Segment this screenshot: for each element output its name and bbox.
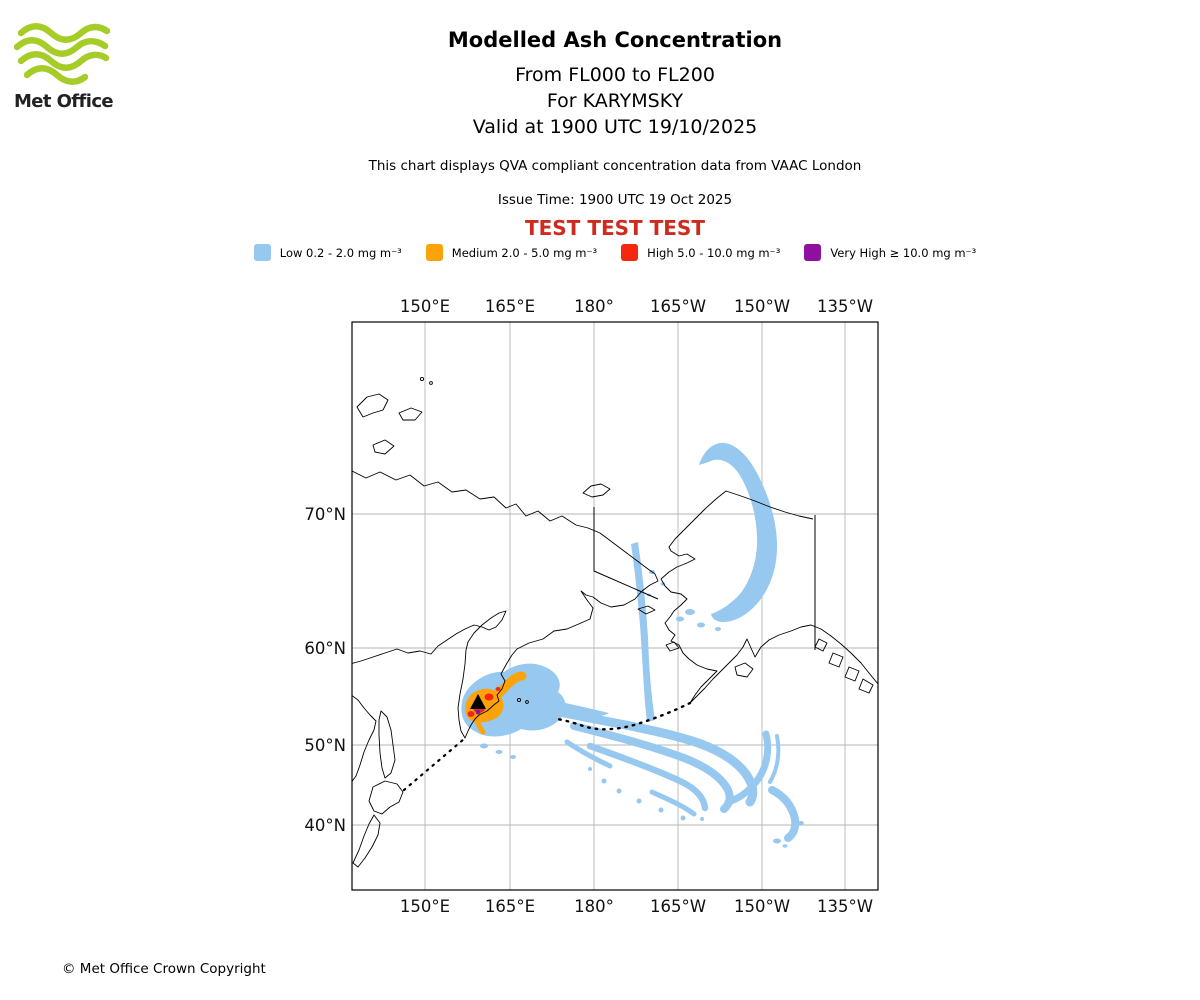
- volcano-triangle-icon: [470, 694, 486, 709]
- x-tick-label: 180°: [574, 897, 614, 916]
- graticule: [352, 322, 878, 890]
- y-tick-label: 50°N: [304, 736, 346, 755]
- legend-label-very-high: Very High ≥ 10.0 mg m⁻³: [830, 245, 977, 260]
- x-tick-label: 150°W: [734, 897, 790, 916]
- test-banner: TEST TEST TEST: [525, 216, 705, 240]
- legend-item-very-high: Very High ≥ 10.0 mg m⁻³: [804, 244, 976, 261]
- ash-plume-low: [461, 442, 804, 848]
- x-axis-bottom: 150°E 165°E 180° 165°W 150°W 135°W: [400, 897, 873, 916]
- legend-label-high: High 5.0 - 10.0 mg m⁻³: [647, 245, 781, 260]
- y-axis-left: 70°N 60°N 50°N 40°N: [304, 505, 346, 835]
- low-swatch-icon: [253, 244, 271, 261]
- issue-time: Issue Time: 1900 UTC 19 Oct 2025: [497, 192, 733, 208]
- very-high-swatch-icon: [804, 244, 822, 261]
- x-tick-label: 150°E: [400, 297, 450, 316]
- y-tick-label: 40°N: [304, 816, 346, 835]
- legend-item-medium: Medium 2.0 - 5.0 mg m⁻³: [425, 244, 598, 261]
- x-tick-label: 150°E: [400, 897, 450, 916]
- x-tick-label: 165°E: [485, 897, 535, 916]
- y-tick-label: 70°N: [304, 505, 346, 524]
- high-swatch-icon: [621, 244, 639, 261]
- logo-wordmark: Met Office: [14, 91, 114, 112]
- x-tick-label: 180°: [574, 297, 614, 316]
- flight-levels-subtitle: From FL000 to FL200: [515, 64, 715, 86]
- map-frame: [351, 321, 879, 891]
- chart-title: Modelled Ash Concentration: [447, 28, 783, 52]
- copyright-notice: © Met Office Crown Copyright: [62, 961, 266, 977]
- legend-label-low: Low 0.2 - 2.0 mg m⁻³: [279, 245, 402, 260]
- x-tick-label: 165°W: [650, 297, 706, 316]
- x-axis-top: 150°E 165°E 180° 165°W 150°W 135°W: [400, 297, 873, 316]
- legend-item-low: Low 0.2 - 2.0 mg m⁻³: [253, 244, 402, 261]
- x-tick-label: 165°E: [485, 297, 535, 316]
- met-office-logo: Met Office: [13, 22, 118, 112]
- x-tick-label: 135°W: [817, 297, 873, 316]
- logo-waves-icon: [13, 23, 111, 85]
- coastlines: [352, 376, 878, 868]
- x-tick-label: 150°W: [734, 297, 790, 316]
- legend-item-high: High 5.0 - 10.0 mg m⁻³: [621, 244, 780, 261]
- map-svg: 150°E 165°E 180° 165°W 150°W 135°W 150°E…: [304, 297, 879, 916]
- chart-header: Modelled Ash Concentration From FL000 to…: [0, 28, 1200, 240]
- valid-time-subtitle: Valid at 1900 UTC 19/10/2025: [472, 116, 758, 138]
- border-lines: [593, 507, 816, 650]
- x-tick-label: 165°W: [650, 897, 706, 916]
- y-tick-label: 60°N: [304, 639, 346, 658]
- legend: Low 0.2 - 2.0 mg m⁻³ Medium 2.0 - 5.0 mg…: [0, 244, 1200, 261]
- medium-swatch-icon: [425, 244, 443, 261]
- x-tick-label: 135°W: [817, 897, 873, 916]
- volcano-subtitle: For KARYMSKY: [546, 90, 684, 112]
- compliance-note: This chart displays QVA compliant concen…: [368, 158, 862, 174]
- map-figure: 150°E 165°E 180° 165°W 150°W 135°W 150°E…: [262, 292, 888, 936]
- legend-label-medium: Medium 2.0 - 5.0 mg m⁻³: [451, 245, 598, 260]
